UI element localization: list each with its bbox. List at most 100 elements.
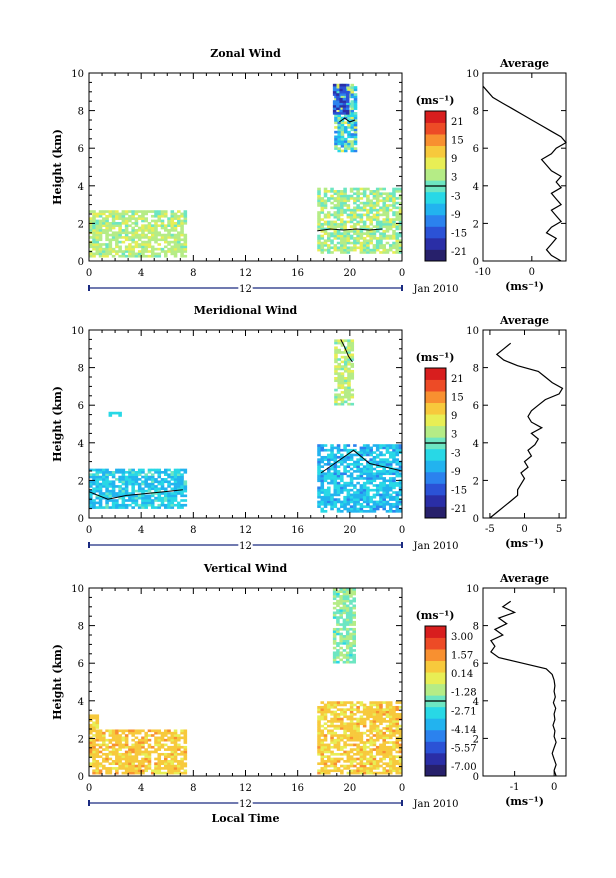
heat-cell bbox=[157, 729, 162, 733]
colorbar-swatch bbox=[425, 425, 446, 438]
heat-cell bbox=[336, 194, 341, 198]
heat-cell bbox=[356, 734, 360, 737]
heat-cell bbox=[333, 727, 338, 730]
heat-cell bbox=[320, 769, 325, 773]
heat-cell bbox=[98, 764, 103, 768]
heat-cell bbox=[333, 467, 338, 471]
heat-cell bbox=[144, 750, 148, 754]
heat-cell bbox=[173, 752, 178, 756]
heat-cell bbox=[183, 214, 188, 218]
heat-cell bbox=[160, 238, 165, 242]
heat-cell bbox=[330, 446, 334, 450]
heat-cell bbox=[323, 479, 328, 483]
colorbar-swatch bbox=[425, 402, 446, 415]
heat-cell bbox=[339, 102, 343, 106]
heat-cell bbox=[334, 379, 338, 382]
heat-cell bbox=[111, 480, 116, 484]
heat-cell bbox=[339, 642, 343, 645]
heat-cell bbox=[173, 771, 178, 775]
heat-cell bbox=[366, 502, 370, 506]
heat-cell bbox=[342, 107, 347, 110]
heat-cell bbox=[317, 204, 321, 207]
heat-cell bbox=[385, 495, 390, 499]
heat-cell bbox=[157, 473, 162, 476]
heat-cell bbox=[340, 398, 345, 401]
heat-cell bbox=[340, 244, 344, 247]
heat-cell bbox=[111, 736, 116, 740]
heat-cell bbox=[336, 107, 340, 110]
heat-cell bbox=[342, 602, 347, 605]
heat-cell bbox=[392, 220, 396, 224]
heat-cell bbox=[334, 400, 338, 404]
heat-cell bbox=[343, 729, 347, 733]
heat-cell bbox=[369, 237, 373, 240]
heat-cell bbox=[340, 237, 344, 240]
heat-cell bbox=[317, 486, 321, 490]
heat-cell bbox=[362, 771, 367, 775]
average-frame bbox=[482, 587, 567, 777]
heat-cell bbox=[359, 187, 364, 191]
avg-y-tick-label: 0 bbox=[473, 257, 479, 268]
heat-cell bbox=[98, 755, 103, 758]
heat-cell bbox=[327, 745, 331, 749]
heat-cell bbox=[150, 734, 155, 737]
heat-cell bbox=[115, 236, 119, 239]
heat-cell bbox=[95, 252, 100, 256]
heat-cell bbox=[95, 233, 100, 237]
heat-cell bbox=[362, 750, 367, 754]
heat-cell bbox=[379, 192, 383, 196]
heat-cell bbox=[134, 499, 139, 502]
heat-cell bbox=[398, 771, 403, 775]
heat-cell bbox=[349, 656, 353, 659]
heat-cell bbox=[345, 613, 350, 617]
heat-cell bbox=[392, 246, 396, 250]
heat-cell bbox=[95, 245, 100, 249]
heat-cell bbox=[340, 116, 345, 120]
date-label: Jan 2010 bbox=[412, 799, 458, 810]
heat-cell bbox=[131, 731, 135, 735]
heat-cell bbox=[108, 485, 113, 488]
heat-cell bbox=[362, 470, 367, 473]
heat-cell bbox=[339, 599, 343, 603]
heat-cell bbox=[177, 482, 181, 486]
colorbar-swatch bbox=[425, 741, 446, 754]
heat-cell bbox=[124, 478, 129, 481]
heat-cell bbox=[349, 623, 353, 626]
heat-cell bbox=[392, 251, 396, 254]
heat-cell bbox=[349, 646, 353, 650]
heat-cell bbox=[137, 210, 142, 213]
heat-cell bbox=[121, 236, 126, 239]
heat-cell bbox=[317, 222, 321, 226]
heat-cell bbox=[317, 731, 321, 735]
heat-cell bbox=[366, 472, 370, 476]
heat-cell bbox=[385, 710, 390, 714]
heat-cell bbox=[379, 710, 383, 714]
heat-cell bbox=[105, 226, 109, 230]
heat-cell bbox=[382, 502, 386, 506]
heat-cell bbox=[349, 588, 353, 591]
heat-cell bbox=[337, 149, 341, 153]
x-tick-label: 12 bbox=[239, 525, 252, 536]
heat-cell bbox=[336, 701, 341, 704]
heat-cell bbox=[317, 472, 321, 476]
heat-cell bbox=[353, 510, 357, 513]
heat-cell bbox=[167, 468, 171, 472]
heat-cell bbox=[330, 474, 334, 478]
heat-cell bbox=[102, 478, 106, 481]
heat-cell bbox=[157, 475, 162, 479]
heat-cell bbox=[141, 233, 145, 237]
heat-cell bbox=[154, 767, 158, 770]
heat-cell bbox=[183, 499, 188, 502]
heat-cell bbox=[128, 750, 132, 754]
heat-cell bbox=[366, 505, 370, 508]
heat-cell bbox=[349, 467, 354, 471]
heat-cell bbox=[347, 381, 351, 385]
heat-cell bbox=[102, 506, 106, 509]
heat-cell bbox=[369, 731, 373, 735]
heat-cell bbox=[349, 602, 353, 605]
heat-cell bbox=[108, 221, 113, 225]
heat-cell bbox=[346, 727, 351, 730]
heat-cell bbox=[144, 210, 148, 213]
heat-cell bbox=[362, 220, 367, 224]
heat-cell bbox=[398, 486, 403, 490]
